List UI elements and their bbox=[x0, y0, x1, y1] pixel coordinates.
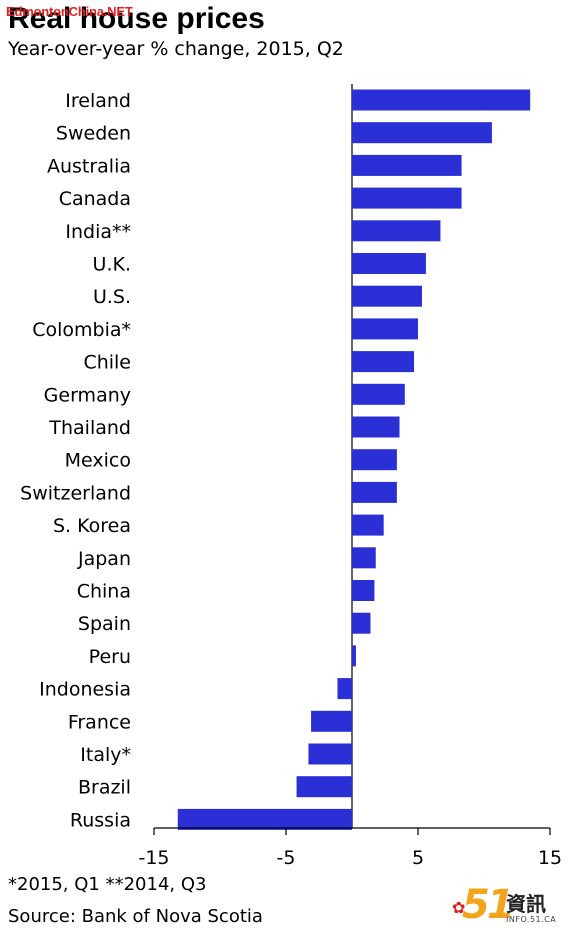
x-tick-label: 15 bbox=[538, 847, 562, 869]
watermark-text: EdmontonChina.NET bbox=[6, 4, 133, 19]
bar-germany bbox=[352, 383, 405, 405]
bar-chile bbox=[352, 351, 415, 373]
bar-spain bbox=[352, 612, 371, 634]
site-logo: ✿ 51 資訊 INFO.51.CA bbox=[452, 882, 564, 932]
bar-china bbox=[352, 580, 375, 601]
category-label: India** bbox=[65, 221, 131, 243]
logo-text: 資訊 bbox=[506, 892, 546, 916]
category-label: Sweden bbox=[56, 123, 131, 145]
x-tick-label: 5 bbox=[412, 847, 424, 869]
bar-u-k bbox=[352, 253, 426, 274]
bar-colombia bbox=[352, 318, 418, 340]
category-label: Ireland bbox=[65, 90, 131, 112]
bar-s-korea bbox=[352, 514, 384, 536]
category-label: China bbox=[77, 581, 131, 603]
chart-subtitle: Year-over-year % change, 2015, Q2 bbox=[8, 38, 344, 60]
bar-switzerland bbox=[352, 481, 397, 503]
category-label: Germany bbox=[44, 384, 131, 406]
category-label: Thailand bbox=[48, 417, 131, 439]
bar-u-s bbox=[352, 285, 422, 307]
category-label: Switzerland bbox=[20, 482, 131, 504]
category-label: Japan bbox=[77, 548, 131, 570]
bar-australia bbox=[352, 154, 462, 176]
logo-number: 51 bbox=[462, 882, 515, 928]
bar-india bbox=[352, 220, 441, 242]
x-tick-label: -5 bbox=[277, 847, 296, 869]
logo-url: INFO.51.CA bbox=[506, 915, 557, 924]
category-label: Australia bbox=[47, 155, 131, 177]
bar-mexico bbox=[352, 449, 397, 471]
bar-russia bbox=[177, 808, 352, 830]
x-tick-label: -15 bbox=[138, 847, 169, 869]
category-label: Mexico bbox=[65, 450, 131, 472]
category-label: Chile bbox=[83, 352, 131, 374]
category-label: Russia bbox=[70, 809, 131, 831]
category-label: Brazil bbox=[78, 777, 131, 799]
bar-thailand bbox=[352, 416, 400, 438]
bar-sweden bbox=[352, 122, 492, 144]
chart-title: Real house prices bbox=[8, 2, 265, 35]
bar-peru bbox=[352, 645, 356, 667]
bar-japan bbox=[352, 547, 376, 569]
category-label: Spain bbox=[78, 613, 131, 635]
bar-france bbox=[311, 710, 352, 732]
bar-ireland bbox=[352, 89, 531, 111]
category-label: Indonesia bbox=[39, 679, 131, 701]
bar-canada bbox=[352, 187, 462, 209]
category-label: Canada bbox=[59, 188, 131, 210]
bar-brazil bbox=[296, 776, 352, 798]
category-label: France bbox=[68, 711, 131, 733]
category-label: U.S. bbox=[93, 286, 131, 308]
chart-footnote: *2015, Q1 **2014, Q3 bbox=[8, 874, 207, 895]
bar-italy bbox=[308, 743, 352, 765]
bar-indonesia bbox=[337, 678, 352, 700]
maple-leaf-icon: ✿ bbox=[452, 898, 466, 917]
category-label: Italy* bbox=[80, 744, 131, 766]
category-label: Peru bbox=[89, 646, 131, 668]
category-label: U.K. bbox=[93, 254, 131, 276]
category-label: S. Korea bbox=[53, 515, 131, 537]
chart-source: Source: Bank of Nova Scotia bbox=[8, 906, 263, 927]
category-label: Colombia* bbox=[32, 319, 131, 341]
